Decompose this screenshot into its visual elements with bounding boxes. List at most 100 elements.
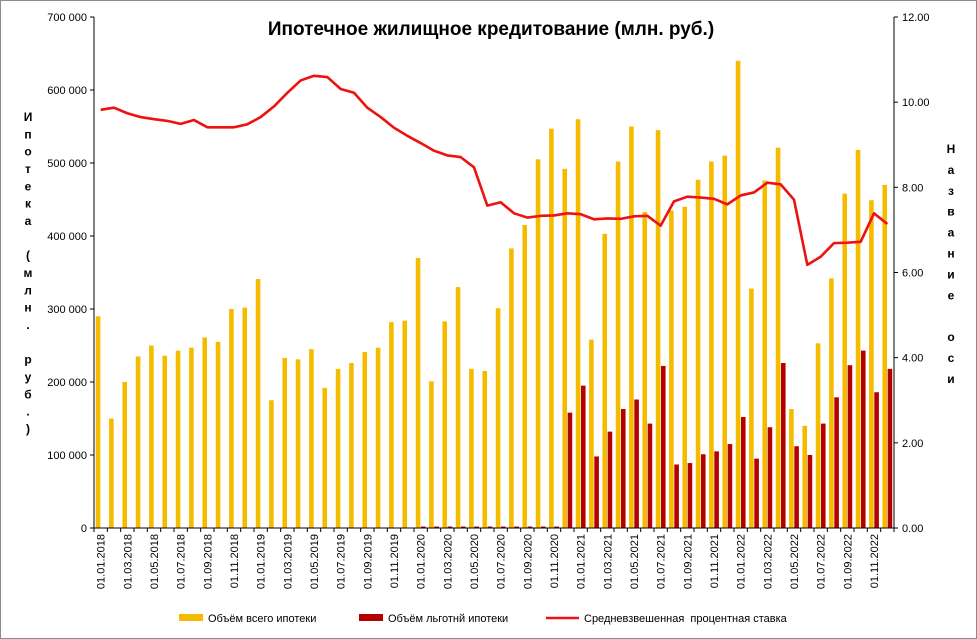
preferential-bar: [700, 454, 706, 528]
x-tick-label: 01.05.2022: [789, 534, 801, 589]
total-bar: [695, 179, 701, 529]
preferential-bar: [460, 526, 466, 528]
total-bar: [722, 155, 728, 528]
x-ticks: 01.01.2018 01.03.2018 01.05.2018 01.07.2018…: [93, 528, 895, 589]
x-tick-label: 01.11.2019: [389, 534, 401, 588]
total-bar: [495, 308, 501, 528]
total-bar: [229, 309, 234, 528]
left-axis-label-text-char: б: [24, 387, 31, 401]
right-tick-label: 2.00: [902, 438, 923, 450]
preferential-bar: [567, 412, 573, 528]
legend-preferential-swatch: [359, 614, 383, 621]
preferential-bar: [607, 431, 613, 528]
preferential-bar: [580, 385, 586, 528]
legend-rate-label: Средневзвешенная процентная ставка: [584, 613, 788, 625]
right-axis-label-text-char: о: [947, 330, 954, 344]
total-bar: [95, 316, 101, 528]
x-tick-label: 01.09.2020: [522, 534, 534, 589]
left-axis-label-text-char: [26, 335, 29, 349]
x-tick-label: 01.07.2019: [336, 534, 348, 589]
total-bar: [602, 233, 608, 528]
preferential-bar: [474, 526, 479, 528]
total-bar: [135, 356, 141, 528]
total-bar: [255, 279, 261, 528]
preferential-bar: [540, 526, 546, 528]
preferential-bar: [807, 455, 813, 528]
right-axis-label-text-char: а: [948, 226, 955, 240]
right-axis-label-text-char: н: [947, 247, 954, 261]
preferential-bar: [514, 526, 519, 528]
total-bar: [482, 371, 488, 528]
legend-total-swatch: [179, 614, 203, 621]
left-axis-label-text-char: м: [24, 266, 33, 280]
preferential-bars: [420, 350, 893, 528]
total-bar: [535, 159, 541, 528]
legend: Объём всего ипотеки Объём льготнй ипотеки…: [179, 613, 788, 625]
total-bar: [775, 147, 781, 529]
left-tick-label: 700 000: [47, 12, 87, 24]
preferential-bar: [794, 446, 799, 528]
left-tick-label: 0: [81, 523, 87, 535]
x-tick-label: 01.01.2019: [256, 534, 268, 589]
x-tick-label: 01.11.2018: [229, 534, 241, 588]
left-tick-label: 200 000: [47, 377, 87, 389]
x-tick-label: 01.05.2018: [149, 534, 161, 589]
left-axis-label-text-char: [26, 231, 29, 245]
right-axis-label-text-char: [949, 309, 952, 323]
right-tick-label: 6.00: [902, 268, 923, 280]
right-axis-label-text-char: и: [947, 267, 954, 281]
preferential-bar: [834, 397, 839, 528]
total-bar: [682, 206, 688, 529]
total-bar: [215, 341, 221, 528]
preferential-bar: [874, 392, 879, 528]
preferential-bar: [620, 409, 626, 528]
total-bar: [349, 363, 354, 528]
total-bar: [375, 347, 381, 528]
preferential-bar: [660, 365, 666, 528]
total-bar: [429, 381, 434, 528]
rate-line: [100, 74, 889, 267]
x-tick-label: 01.11.2020: [549, 534, 561, 588]
x-tick-label: 01.01.2022: [736, 534, 748, 589]
preferential-bar: [860, 350, 866, 528]
total-bar: [549, 128, 554, 528]
total-bar: [575, 119, 581, 528]
total-bar: [282, 357, 288, 528]
total-bar: [762, 180, 768, 528]
left-ticks: 0 100 000 200 000 300 000 400 000 500 000 600 …: [47, 12, 94, 535]
total-bar: [469, 368, 474, 528]
x-tick-label: 01.11.2022: [869, 534, 881, 588]
x-tick-label: 01.09.2022: [842, 534, 854, 589]
left-axis-label-text-char: т: [25, 162, 31, 176]
total-bar: [735, 60, 741, 529]
total-bar: [509, 248, 514, 528]
total-bar: [629, 126, 634, 528]
total-bar: [295, 359, 301, 528]
preferential-bar: [887, 368, 893, 528]
total-bar: [175, 350, 181, 528]
x-tick-label: 01.05.2020: [469, 534, 481, 589]
total-bar: [709, 161, 714, 529]
total-bar: [562, 168, 568, 528]
left-axis-label-text-char: р: [24, 353, 31, 367]
preferential-bar: [767, 427, 773, 528]
preferential-bar: [500, 526, 506, 528]
legend-preferential-label: Объём льготнй ипотеки: [388, 613, 508, 625]
left-tick-label: 400 000: [47, 231, 87, 243]
left-axis-label-text-char: .: [26, 405, 29, 419]
preferential-bar: [687, 463, 693, 528]
left-axis-label-text-char: а: [25, 214, 32, 228]
x-tick-label: 01.03.2022: [762, 534, 774, 589]
left-axis-label-text-char: у: [25, 370, 32, 384]
left-axis-label-text-char: (: [26, 249, 30, 263]
total-bar: [642, 211, 648, 528]
left-axis-label-text-char: п: [24, 127, 31, 141]
legend-total-label: Объём всего ипотеки: [208, 613, 316, 625]
total-bar: [269, 400, 274, 528]
total-bar: [402, 320, 408, 528]
